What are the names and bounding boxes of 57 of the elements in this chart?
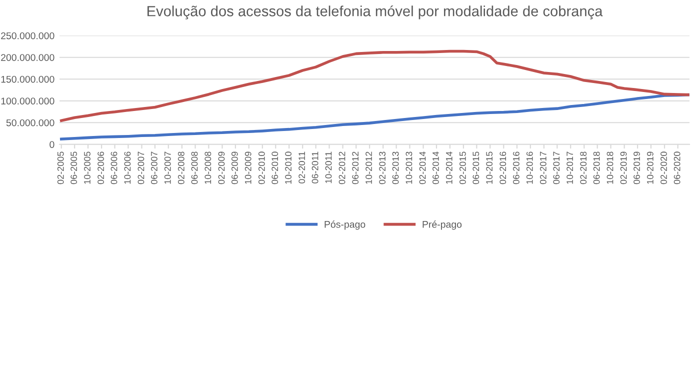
x-tick-label: 10-2017: [566, 152, 574, 184]
x-tick-label: 06-2010: [272, 152, 278, 184]
y-tick-label: 200.000.000: [1, 54, 54, 61]
x-tick-label: 02-2007: [138, 152, 144, 184]
legend-label: Pré-pago: [422, 220, 462, 230]
x-tick-label: 10-2013: [406, 152, 412, 184]
chart-title: Evolução dos acessos da telefonia móvel por modalidade de cobrança: [148, 5, 603, 20]
x-tick-label: 10-2006: [124, 152, 131, 184]
x-tick-label: 02-2014: [419, 152, 426, 184]
y-tick-label: 100.000.000: [1, 98, 54, 104]
x-tick-label: 10-2019: [646, 152, 654, 184]
y-tick-label: 50.000.000: [6, 119, 54, 126]
x-tick-label: 02-2018: [580, 152, 587, 184]
x-tick-label: 06-2015: [472, 152, 480, 184]
legend-label: Pós-pago: [324, 220, 366, 230]
x-tick-label: 10-2007: [164, 152, 171, 184]
x-tick-label: 02-2016: [500, 152, 506, 184]
x-tick-label: 06-2017: [553, 152, 560, 184]
line-series: [60, 50, 690, 122]
x-tick-label: 02-2012: [338, 152, 346, 184]
x-tick-label: 06-2005: [70, 152, 78, 184]
x-tick-label: 02-2013: [379, 152, 386, 184]
x-tick-label: 10-2011: [325, 152, 332, 184]
x-tick-label: 06-2007: [150, 152, 158, 184]
x-tick-label: 02-2010: [258, 152, 265, 184]
x-tick-label: 10-2018: [606, 152, 614, 184]
x-tick-label: 10-2009: [244, 152, 252, 184]
x-tick-label: 06-2019: [634, 152, 640, 184]
y-tick-label: 150.000.000: [1, 76, 54, 83]
x-tick-label: 10-2015: [486, 152, 493, 184]
x-tick-label: 02-2008: [178, 152, 184, 184]
x-tick-label: 06-2016: [513, 152, 520, 184]
x-tick-label: 06-2011: [312, 152, 318, 184]
x-tick-label: 06-2006: [110, 152, 118, 184]
x-tick-label: 10-2005: [84, 152, 90, 184]
x-tick-label: 06-2013: [392, 152, 399, 184]
y-tick-label: 0: [50, 141, 54, 148]
x-tick-label: 10-2014: [446, 152, 452, 184]
x-tick-label: 02-2015: [459, 152, 466, 184]
x-tick-label: 02-2017: [540, 152, 546, 184]
x-tick-label: 10-2010: [285, 152, 292, 184]
x-tick-label: 02-2020: [660, 152, 667, 184]
x-tick-label: 10-2008: [204, 152, 212, 184]
x-tick-label: 10-2016: [526, 152, 533, 184]
y-tick-label: 250.000.000: [1, 32, 54, 40]
x-tick-label: 06-2014: [432, 152, 439, 184]
x-tick-label: 10-2012: [366, 152, 372, 184]
x-tick-label: 06-2012: [352, 152, 359, 184]
x-tick-label: 02-2019: [620, 152, 627, 184]
x-tick-label: 02-2005: [57, 152, 64, 184]
x-tick-label: 02-2006: [98, 152, 104, 184]
x-tick-label: 02-2009: [218, 152, 225, 184]
x-tick-label: 06-2020: [674, 152, 680, 184]
x-tick-label: 02-2011: [298, 152, 306, 184]
x-tick-label: 06-2008: [191, 152, 198, 184]
x-tick-label: 06-2018: [593, 152, 600, 184]
x-tick-label: 06-2009: [231, 152, 238, 184]
